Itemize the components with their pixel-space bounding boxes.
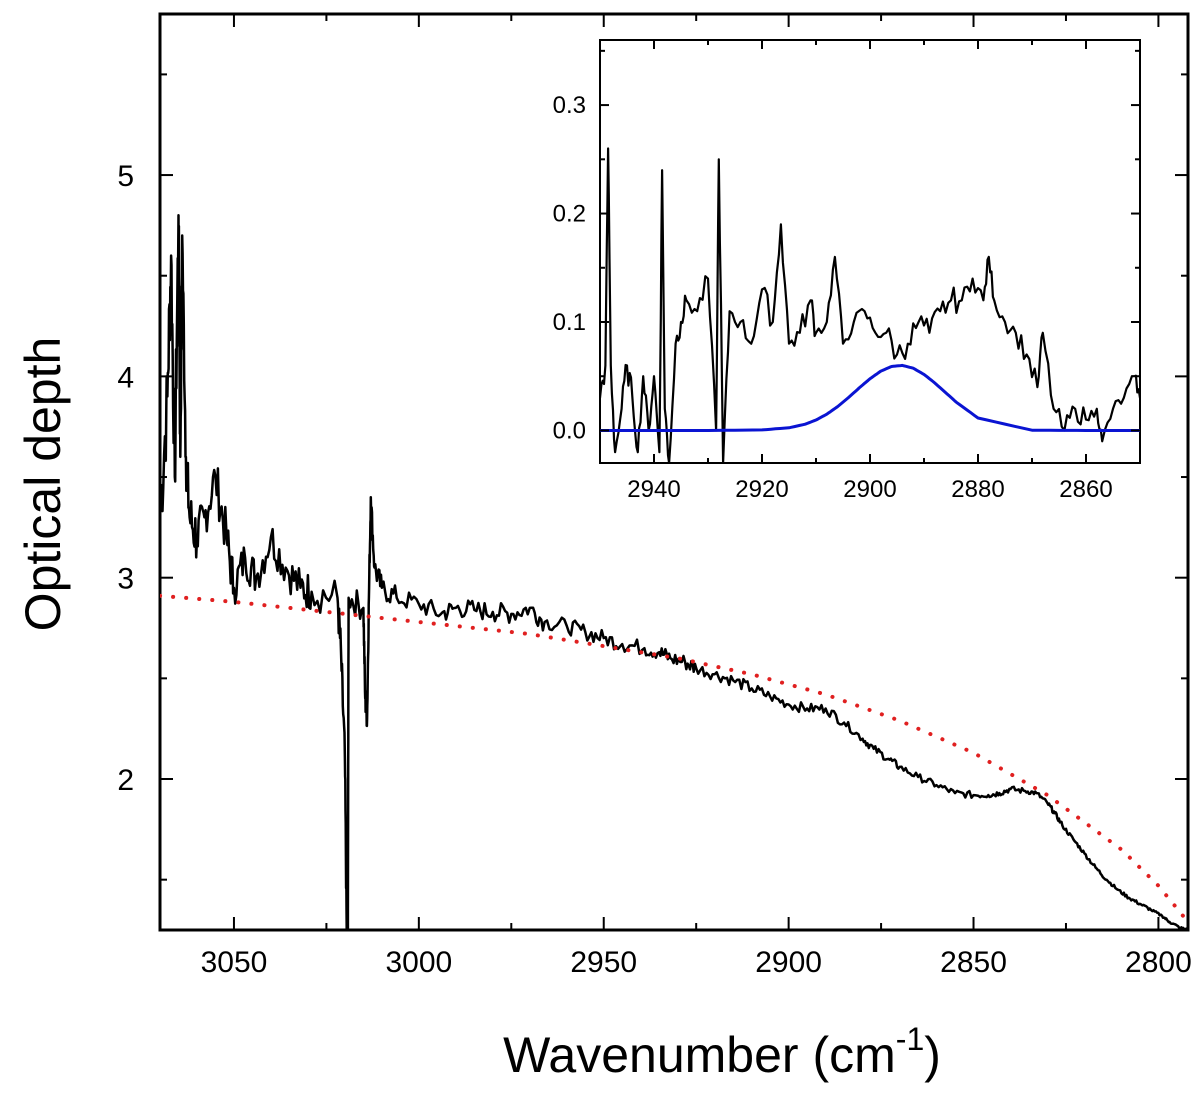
main-y-tick-label: 3 bbox=[117, 563, 134, 596]
main-x-tick-label: 2850 bbox=[940, 946, 1007, 979]
inset-x-tick-label: 2920 bbox=[735, 476, 788, 503]
x-axis-title-main: Wavenumber (cm bbox=[503, 1027, 896, 1083]
main-y-axis: 2 3 4 5 bbox=[117, 73, 1188, 881]
main-series-spectrum bbox=[160, 214, 1188, 930]
main-y-tick-label: 5 bbox=[117, 160, 134, 193]
x-axis-title: Wavenumber (cm-1) bbox=[503, 1021, 941, 1083]
y-axis-title: Optical depth bbox=[15, 337, 71, 632]
main-plot: 3050 3000 2950 2900 2850 2800 2 3 4 5 Optical de… bbox=[15, 12, 1192, 1083]
main-y-tick-label: 2 bbox=[117, 764, 134, 797]
inset-plot: 2940 2920 2900 2880 2860 0.0 0.1 0.2 0.3 bbox=[553, 39, 1141, 503]
inset-x-tick-label: 2880 bbox=[951, 476, 1004, 503]
main-x-axis: 3050 3000 2950 2900 2850 2800 bbox=[201, 14, 1192, 979]
inset-x-axis: 2940 2920 2900 2880 2860 bbox=[599, 40, 1141, 503]
inset-x-tick-label: 2900 bbox=[843, 476, 896, 503]
x-axis-title-close: ) bbox=[924, 1027, 941, 1083]
x-axis-title-superscript: -1 bbox=[896, 1021, 924, 1057]
main-x-tick-label: 2800 bbox=[1125, 946, 1192, 979]
main-series-baseline bbox=[160, 593, 1188, 924]
inset-x-tick-label: 2940 bbox=[627, 476, 680, 503]
inset-series-gaussian-fit bbox=[600, 363, 1140, 432]
inset-plot-frame bbox=[599, 39, 1141, 464]
inset-y-tick-label: 0.1 bbox=[553, 309, 586, 336]
inset-y-tick-label: 0.3 bbox=[553, 92, 586, 119]
main-y-tick-label: 4 bbox=[117, 361, 134, 394]
main-x-tick-label: 3050 bbox=[201, 946, 268, 979]
inset-y-axis: 0.0 0.1 0.2 0.3 bbox=[553, 49, 1140, 444]
main-x-tick-label: 2950 bbox=[570, 946, 637, 979]
main-x-tick-label: 2900 bbox=[755, 946, 822, 979]
inset-series-layer bbox=[600, 147, 1140, 463]
inset-y-tick-label: 0.0 bbox=[553, 417, 586, 444]
inset-x-tick-label: 2860 bbox=[1059, 476, 1112, 503]
inset-y-tick-label: 0.2 bbox=[553, 201, 586, 228]
main-series-layer bbox=[160, 214, 1188, 930]
inset-series-residual bbox=[600, 147, 1140, 463]
main-x-tick-label: 3000 bbox=[385, 946, 452, 979]
main-plot-frame bbox=[158, 12, 1190, 932]
